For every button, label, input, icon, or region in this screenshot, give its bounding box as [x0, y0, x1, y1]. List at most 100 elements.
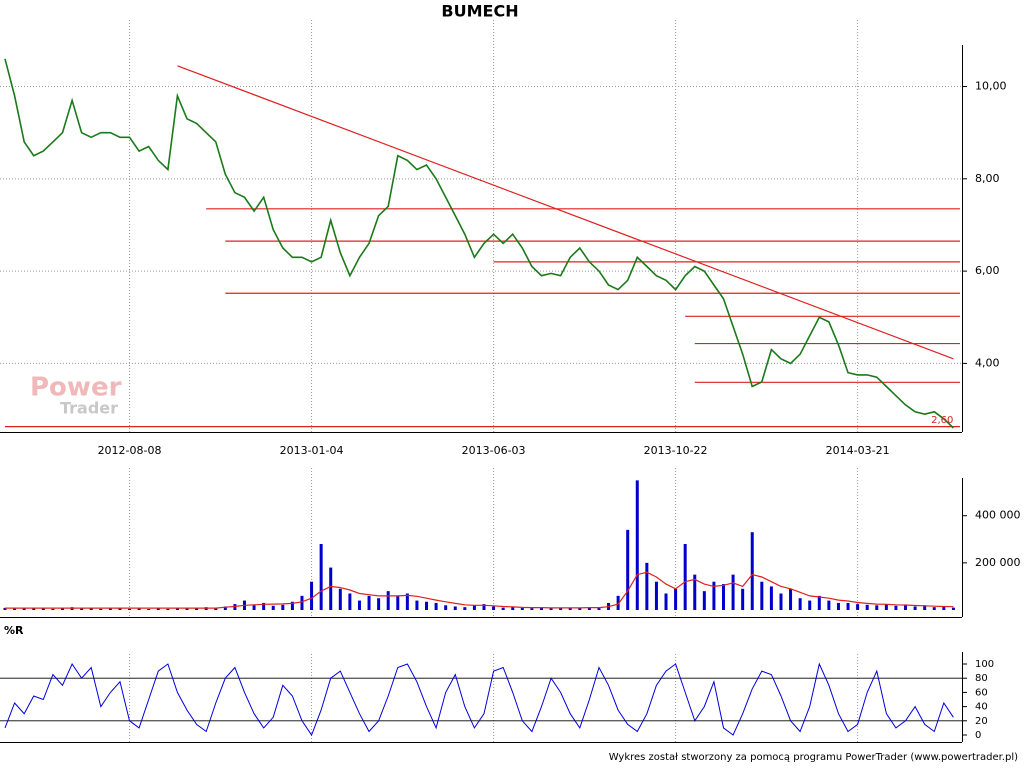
volume-bar [693, 574, 697, 610]
volume-bar [89, 608, 93, 610]
volume-bar [654, 581, 658, 610]
volume-bar [664, 593, 668, 610]
price-line [4, 662, 954, 737]
volume-bar [741, 588, 745, 610]
volume-bar [60, 608, 64, 610]
y-tick-label: 400 000 [975, 509, 1021, 522]
volume-bar [549, 608, 553, 610]
volume-bar [166, 608, 170, 610]
moving-average [5, 571, 954, 609]
volume-bar [942, 606, 946, 610]
volume-bar [290, 601, 294, 610]
volume-bar [444, 605, 448, 610]
volume-bar [846, 602, 850, 610]
volume-bar [472, 605, 476, 610]
watermark: Trader [60, 399, 118, 418]
volume-bar [865, 604, 869, 610]
watermark: Power [30, 373, 122, 403]
volume-bar [779, 593, 783, 610]
volume-bar [951, 607, 955, 610]
volume-bar [808, 600, 812, 610]
volume-bar [578, 607, 582, 610]
volume-bar [894, 605, 898, 610]
volume-bar [674, 588, 678, 610]
volume-bar [319, 544, 323, 610]
volume-bar [329, 567, 333, 610]
volume-bar [817, 595, 821, 610]
volume-bar [520, 607, 524, 610]
volume-bar [769, 586, 773, 610]
volume-bar [482, 604, 486, 610]
x-tick-label: 2014-03-21 [826, 444, 890, 457]
volume-bar [348, 593, 352, 610]
volume-bar [175, 607, 179, 610]
volume-bar [760, 581, 764, 610]
y-tick-label: 4,00 [975, 356, 1000, 369]
x-tick-label: 2013-01-04 [280, 444, 344, 457]
frame [0, 45, 963, 743]
volume-bar [559, 607, 563, 610]
volume-bar [3, 607, 7, 610]
volume-bar [884, 604, 888, 610]
volume-bar [118, 608, 122, 610]
price-line [4, 58, 954, 429]
volume-bar [185, 608, 189, 610]
volume-bar [357, 600, 361, 610]
volume-bar [214, 608, 218, 610]
volume-bar [463, 607, 467, 610]
chart-title: BUMECH [441, 2, 518, 21]
volume-bar [300, 595, 304, 610]
volume-bar [827, 600, 831, 610]
volume-bar [530, 608, 534, 610]
volume-bar [310, 581, 314, 610]
y-tick-label: 20 [975, 716, 988, 727]
y-tick-label: 0 [975, 730, 981, 741]
volume-bar [223, 606, 227, 610]
trend-line [177, 65, 954, 360]
volume-bar [415, 600, 419, 610]
x-tick-label: 2012-08-08 [98, 444, 162, 457]
volume-bar [731, 574, 735, 610]
volume-bar [386, 591, 390, 610]
volume-bar [645, 562, 649, 610]
volume-bar [405, 593, 409, 610]
volume-bar [626, 529, 630, 610]
volume-bar [568, 608, 572, 610]
footer: Wykres został stworzony za pomocą progra… [609, 752, 1018, 763]
volume-bar [434, 602, 438, 610]
volume-bar [425, 601, 429, 610]
y-tick-label: 60 [975, 687, 988, 698]
y-tick-label: 10,00 [975, 80, 1007, 93]
volume-bar [597, 607, 601, 610]
volume-bar [904, 604, 908, 610]
volume-bar [51, 608, 55, 610]
volume-bar [702, 591, 706, 610]
volume-bar [396, 595, 400, 610]
volume-bar [798, 598, 802, 610]
x-tick-label: 2013-10-22 [644, 444, 708, 457]
volume-bar [923, 605, 927, 610]
y-tick-label: 80 [975, 673, 988, 684]
volume-bar [836, 602, 840, 610]
volume-bar [367, 595, 371, 610]
volume-bar [377, 598, 381, 610]
y-tick-label: 200 000 [975, 556, 1021, 569]
volume-bar [539, 607, 543, 610]
volume-bar [108, 608, 112, 610]
panel-title: %R [4, 624, 24, 637]
volume-bar [338, 588, 342, 610]
volume-bar [501, 607, 505, 610]
volume-bar [262, 602, 266, 610]
volume-bar [453, 606, 457, 610]
y-tick-label: 100 [975, 659, 994, 670]
volume-bar [875, 605, 879, 610]
last-value-label: 2,60 [931, 415, 953, 426]
volume-bar [99, 608, 103, 610]
volume-bar [683, 544, 687, 610]
volume-bar [587, 607, 591, 610]
volume-bar [271, 605, 275, 610]
volume-bar [722, 584, 725, 610]
volume-bar [913, 606, 917, 610]
